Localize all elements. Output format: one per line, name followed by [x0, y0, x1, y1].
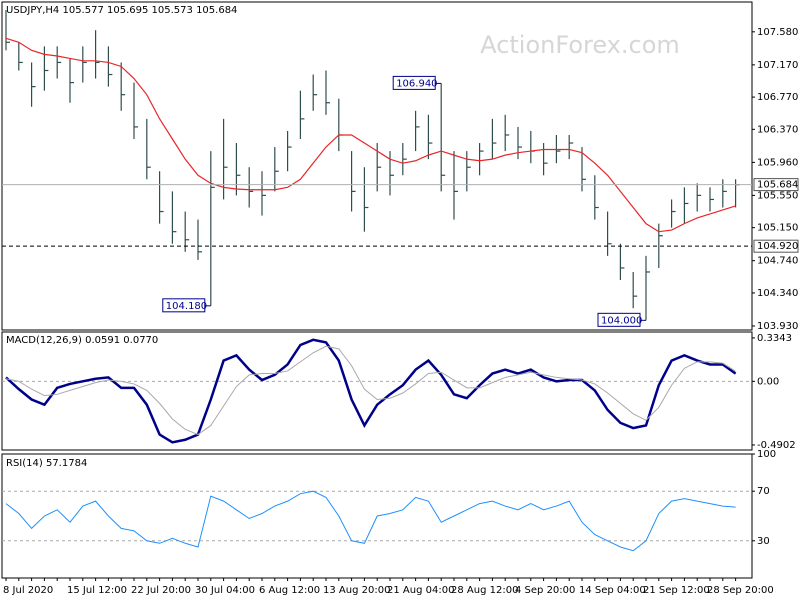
- x-tick-label: 13 Aug 20:00: [323, 585, 390, 596]
- pane-frame: [1, 453, 753, 579]
- y-tick-label: 30: [757, 536, 770, 547]
- rsi-title: RSI(14) 57.1784: [6, 458, 87, 469]
- x-tick-label: 28 Aug 12:00: [451, 585, 518, 596]
- y-tick-label: 107.170: [757, 60, 798, 71]
- x-tick-label: 30 Jul 04:00: [195, 585, 255, 596]
- price-label-box: [753, 178, 799, 192]
- y-tick-label: 100: [757, 449, 776, 460]
- chart-title: USDJPY,H4 105.577 105.695 105.573 105.68…: [6, 5, 237, 16]
- indicator-line: [5, 345, 736, 436]
- y-tick-label: 106.370: [757, 124, 798, 135]
- y-tick-label: 106.770: [757, 92, 798, 103]
- macd-title: MACD(12,26,9) 0.0591 0.0770: [6, 335, 158, 346]
- y-tick-label: 107.580: [757, 27, 798, 38]
- x-tick-label: 22 Jul 20:00: [131, 585, 191, 596]
- x-tick-label: 4 Sep 20:00: [515, 585, 575, 596]
- price-label: 104.920: [757, 241, 798, 252]
- y-tick-label: 70: [757, 486, 770, 497]
- y-tick-label: -0.4902: [757, 440, 796, 451]
- pane-frame: [1, 1, 753, 331]
- y-tick-label: 103.930: [757, 321, 798, 332]
- annotation-label: 104.000: [601, 315, 642, 326]
- x-tick-label: 15 Jul 12:00: [67, 585, 127, 596]
- x-tick-label: 21 Aug 04:00: [387, 585, 454, 596]
- annotation-label: 106.940: [396, 78, 437, 89]
- y-tick-label: 105.150: [757, 223, 798, 234]
- y-tick-label: 105.960: [757, 157, 798, 168]
- y-tick-label: 0.3343: [757, 333, 792, 344]
- x-tick-label: 28 Sep 20:00: [707, 585, 774, 596]
- price-label: 105.684: [757, 180, 798, 191]
- y-tick-label: 104.740: [757, 256, 798, 267]
- y-tick-label: 0.00: [757, 376, 779, 387]
- indicator-line: [5, 490, 736, 552]
- pane-frame: [1, 331, 753, 451]
- moving-average: [5, 37, 736, 233]
- indicator-line: [5, 338, 737, 444]
- watermark: ActionForex.com: [480, 31, 680, 59]
- x-tick-label: 14 Sep 04:00: [579, 585, 646, 596]
- annotation-box: [597, 312, 641, 327]
- annotation-box: [392, 75, 436, 90]
- annotation-box: [162, 298, 206, 313]
- x-tick-label: 8 Jul 2020: [3, 585, 53, 596]
- price-label-box: [753, 239, 799, 253]
- x-tick-label: 6 Aug 12:00: [259, 585, 320, 596]
- y-tick-label: 104.340: [757, 288, 798, 299]
- y-tick-label: 105.550: [757, 190, 798, 201]
- x-tick-label: 21 Sep 12:00: [643, 585, 710, 596]
- annotation-label: 104.180: [166, 301, 207, 312]
